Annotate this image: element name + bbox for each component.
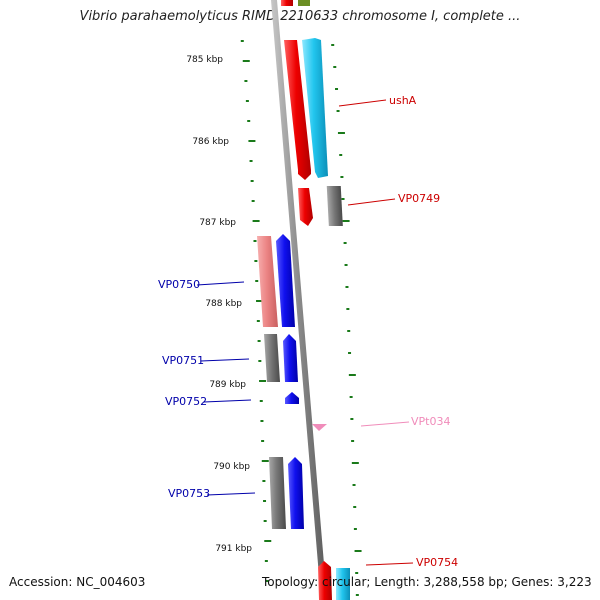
gene-ushA-partner-cyan[interactable] [302,38,328,178]
scale-label-789: 789 kbp [209,380,246,390]
gene-ushA[interactable] [284,40,311,180]
gene-VP0753-gray[interactable] [269,457,286,529]
gene-VP0751[interactable] [283,334,298,382]
gene-partial-top-olive[interactable] [298,0,310,6]
gene-VP0752[interactable] [285,392,299,404]
scale-ticks-left [240,40,272,582]
scale-label-787: 787 kbp [199,218,236,228]
gene-VP0751-gray[interactable] [264,334,280,382]
scale-label-790: 790 kbp [213,462,250,472]
gene-VP0749[interactable] [298,188,313,226]
gene-partial-top-red[interactable] [281,0,293,6]
scale-label-788: 788 kbp [205,299,242,309]
gene-VP0754-partner-cyan[interactable] [336,568,350,600]
label-VP0749[interactable]: VP0749 [398,192,440,205]
scale-label-785: 785 kbp [186,55,223,65]
map-title: Vibrio parahaemolyticus RIMD 2210633 chr… [79,9,521,24]
gene-VP0750-pink[interactable] [257,236,278,327]
gene-VP0753[interactable] [288,457,304,529]
trna-VPt034[interactable] [312,424,327,431]
chromosome-backbone [271,0,327,600]
label-VPt034[interactable]: VPt034 [411,415,450,428]
label-VP0750[interactable]: VP0750 [158,278,200,291]
gene-VP0750[interactable] [276,234,295,327]
label-VP0753[interactable]: VP0753 [168,487,210,500]
label-VP0754[interactable]: VP0754 [416,556,458,569]
scale-label-791: 791 kbp [215,544,252,554]
scale-ticks-right [331,44,362,596]
gene-VP0749-partner-gray[interactable] [326,186,343,226]
scale-label-786: 786 kbp [192,137,229,147]
gene-VP0754[interactable] [318,561,332,600]
label-VP0751[interactable]: VP0751 [162,354,204,367]
genome-summary-text: Topology: circular; Length: 3,288,558 bp… [262,575,592,589]
label-VP0752[interactable]: VP0752 [165,395,207,408]
accession-text: Accession: NC_004603 [9,575,146,589]
label-ushA[interactable]: ushA [389,94,417,107]
